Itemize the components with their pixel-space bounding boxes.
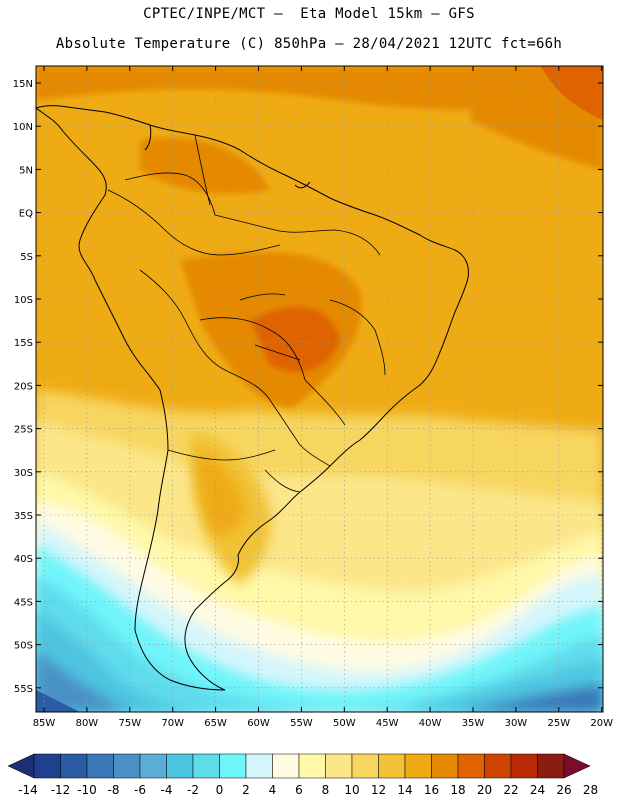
colorbar-high-arrow (563, 753, 591, 779)
lat-label: 55S (14, 684, 33, 695)
colorbar-swatch (33, 753, 61, 779)
colorbar-label: 24 (530, 783, 545, 797)
colorbar-label: -2 (187, 783, 199, 797)
lon-label: 25W (547, 718, 570, 729)
country-borders (107, 134, 386, 493)
lon-label: 30W (505, 718, 528, 729)
lat-label: 10N (13, 122, 33, 133)
colorbar-label: 16 (424, 783, 439, 797)
colorbar-swatch (219, 753, 247, 779)
lat-label: 15N (13, 79, 33, 90)
colorbar: -14 -12 -10 -8 -6 -4 -2 0 2 4 6 8 10 12 14 16 18 20 22 24 26… (7, 753, 598, 797)
lon-label: 40W (419, 718, 442, 729)
lat-label: 20S (14, 381, 33, 392)
lon-label: 35W (462, 718, 485, 729)
colorbar-swatch (272, 753, 300, 779)
graticule (36, 66, 603, 712)
colorbar-label: -10 (77, 783, 97, 797)
colorbar-swatch (245, 753, 273, 779)
colorbar-label: -8 (108, 783, 120, 797)
colorbar-swatch (537, 753, 565, 779)
latitude-axis: 15N 10N 5N EQ 5S 10S 15S 20S 25S 30S 35S 40S 45S 50S 5… (13, 79, 603, 695)
lon-label: 75W (118, 718, 141, 729)
colorbar-label: 28 (583, 783, 598, 797)
colorbar-label: 8 (322, 783, 330, 797)
lat-label: 50S (14, 641, 33, 652)
title-line-2: Absolute Temperature (C) 850hPa – 28/04/… (55, 36, 563, 52)
lon-label: 55W (290, 718, 313, 729)
colorbar-label: 14 (397, 783, 412, 797)
colorbar-swatch (60, 753, 88, 779)
colorbar-swatch (139, 753, 167, 779)
colorbar-label: -12 (51, 783, 71, 797)
colorbar-swatch (298, 753, 326, 779)
colorbar-swatch (484, 753, 512, 779)
colorbar-low-arrow (7, 753, 35, 779)
title-line-1: CPTEC/INPE/MCT – Eta Model 15km – GFS (143, 6, 475, 22)
colorbar-swatch (351, 753, 379, 779)
lat-label: 45S (14, 597, 33, 608)
colorbar-label: 10 (344, 783, 359, 797)
colorbar-label: 12 (371, 783, 386, 797)
colorbar-label: 6 (295, 783, 303, 797)
colorbar-swatch (113, 753, 141, 779)
colorbar-swatch (166, 753, 194, 779)
colorbar-label: -6 (134, 783, 146, 797)
lat-label: 35S (14, 511, 33, 522)
colorbar-label: 22 (503, 783, 518, 797)
colorbar-label: 0 (216, 783, 224, 797)
colorbar-label: 26 (556, 783, 571, 797)
lat-label: 15S (14, 338, 33, 349)
lat-label: 5S (20, 252, 33, 263)
colorbar-label: -4 (161, 783, 173, 797)
lat-label: 30S (14, 468, 33, 479)
lon-label: 70W (161, 718, 184, 729)
colorbar-swatch (404, 753, 432, 779)
lat-label: 25S (14, 425, 33, 436)
colorbar-label: 18 (450, 783, 465, 797)
lon-label: 80W (76, 718, 99, 729)
colorbar-label: 4 (269, 783, 277, 797)
colorbar-label: 20 (477, 783, 492, 797)
colorbar-swatch (431, 753, 459, 779)
lat-label: 40S (14, 554, 33, 565)
colorbar-swatch (325, 753, 353, 779)
map-frame (35, 65, 604, 713)
lon-label: 45W (376, 718, 399, 729)
colorbar-swatch (378, 753, 406, 779)
colorbar-swatch (192, 753, 220, 779)
colorbar-swatch (457, 753, 485, 779)
lon-label: 50W (333, 718, 356, 729)
colorbar-label: 2 (242, 783, 250, 797)
lon-label: 65W (204, 718, 227, 729)
lon-label: 60W (247, 718, 270, 729)
lat-label: 5N (19, 165, 33, 176)
colorbar-label: -14 (18, 783, 38, 797)
longitude-axis: 85W 80W 75W 70W 65W 60W 55W 50W 45W 40W 35W 30W 25W 2… (33, 66, 613, 729)
lat-label: 10S (14, 295, 33, 306)
lon-label: 85W (33, 718, 56, 729)
lon-label: 20W (590, 718, 613, 729)
lat-label: EQ (19, 209, 33, 220)
colorbar-swatch (510, 753, 538, 779)
colorbar-swatch (86, 753, 114, 779)
temperature-field (36, 66, 603, 712)
